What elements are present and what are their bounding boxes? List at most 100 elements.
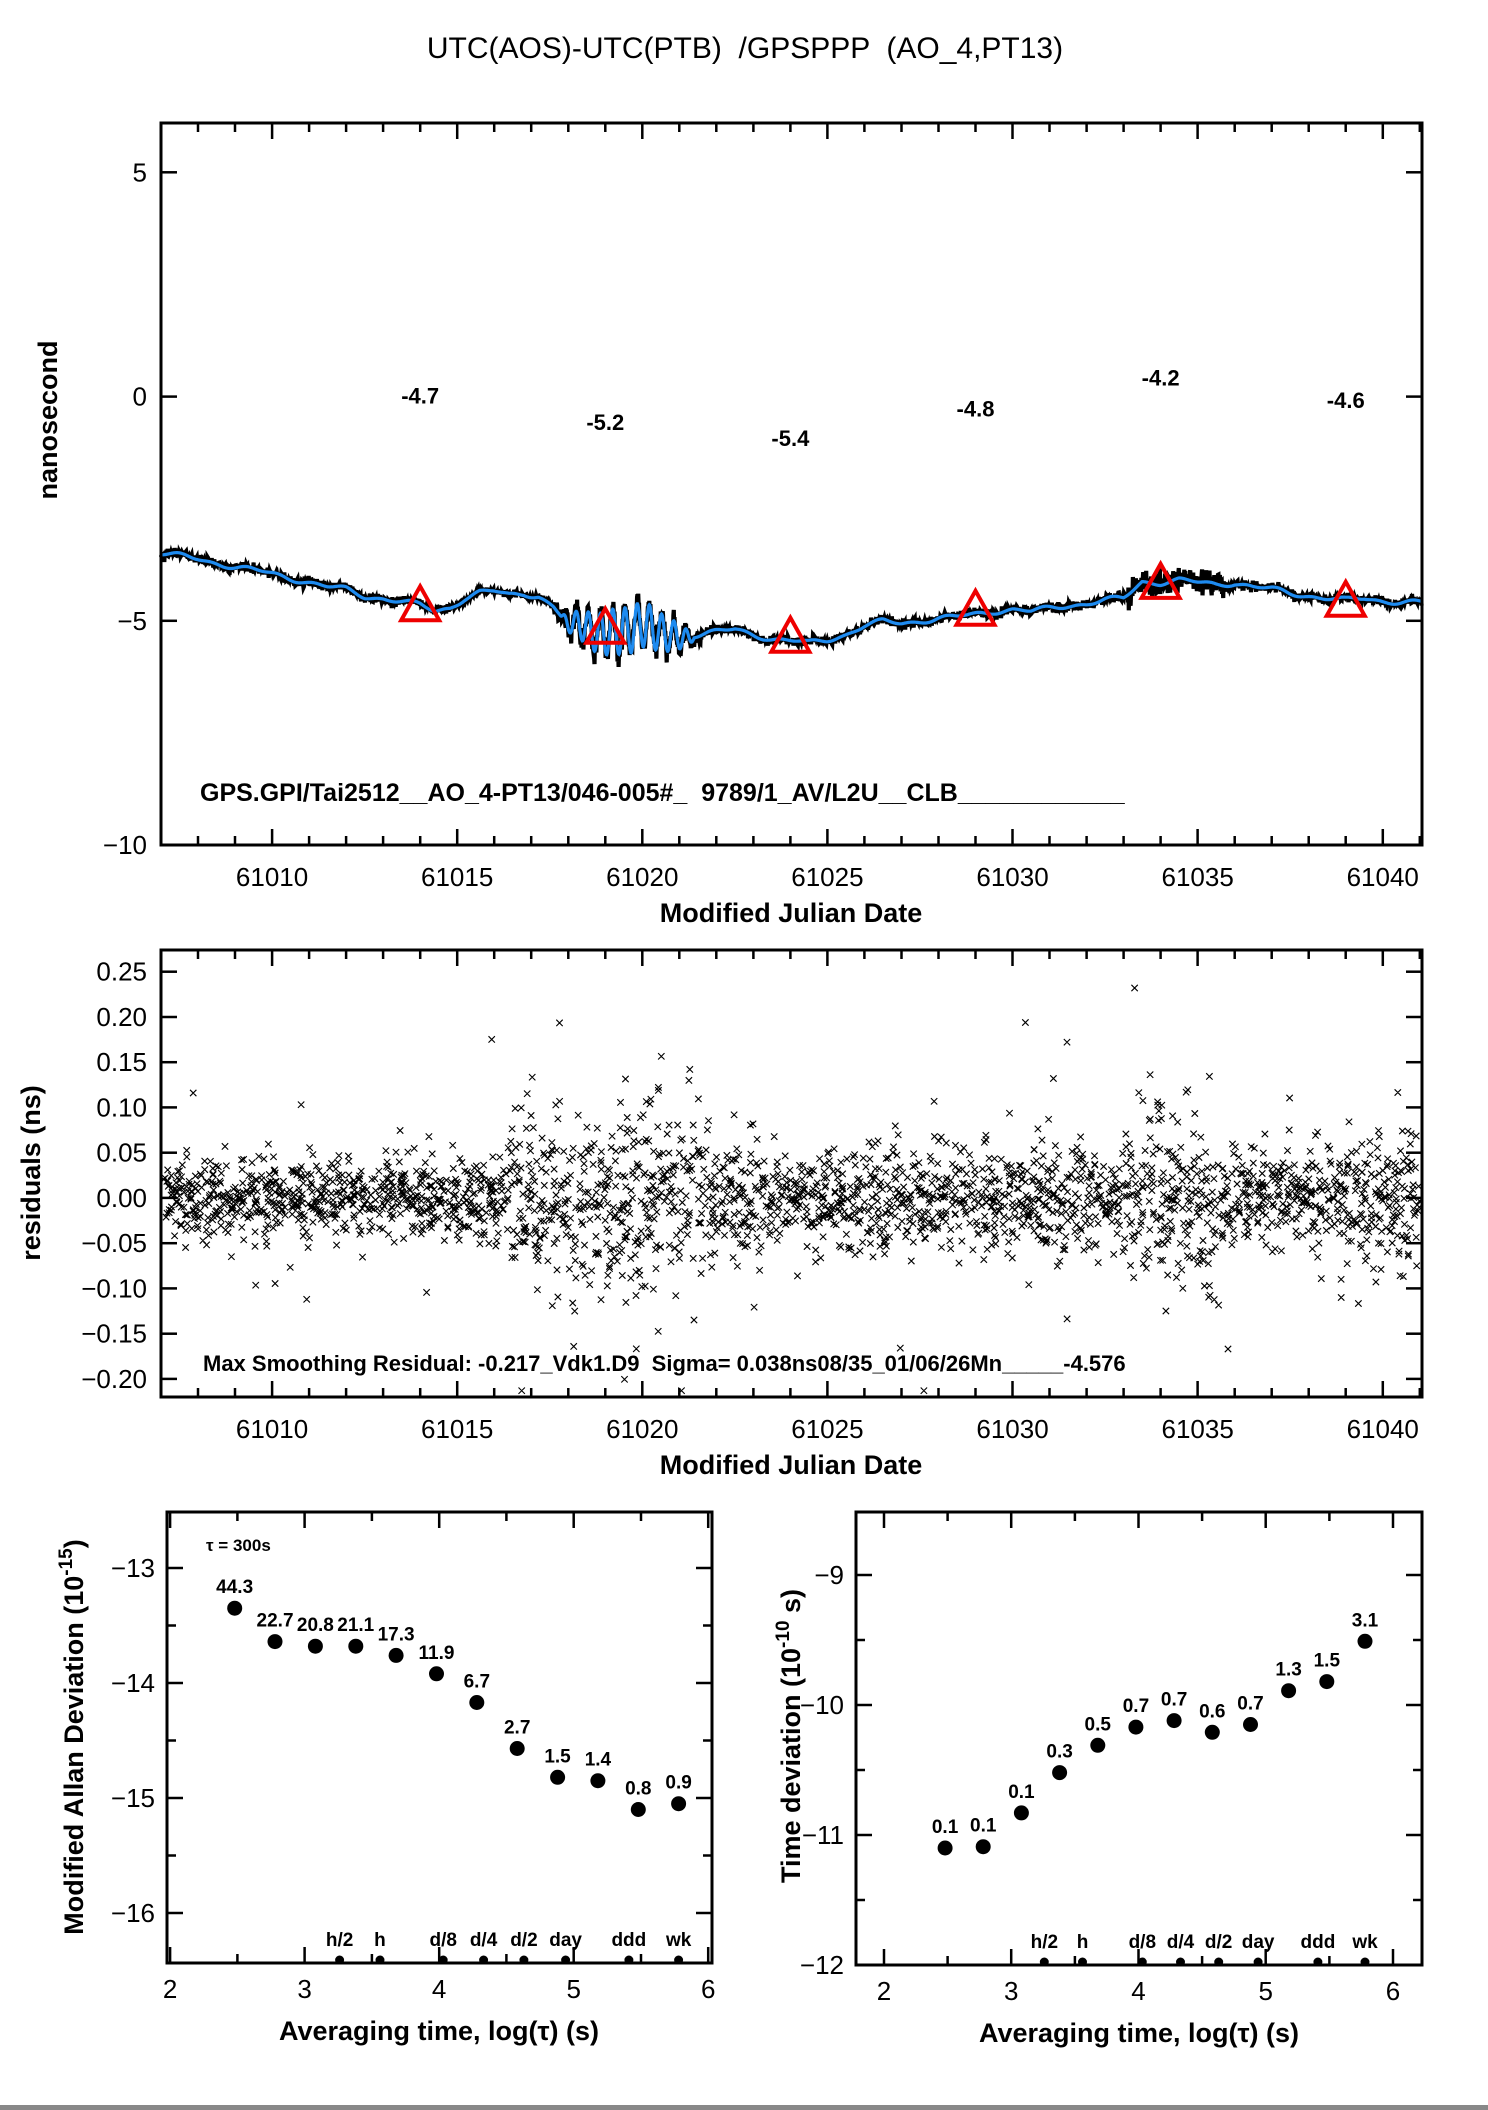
point-value-label: 6.7 — [464, 1672, 490, 1693]
x-tick-label: 6 — [1386, 1976, 1400, 2006]
tdev-point — [975, 1839, 991, 1855]
tau-annotation: τ = 300s — [206, 1536, 271, 1555]
calibration-marker-triangle — [953, 586, 998, 627]
mdev-point — [630, 1802, 646, 1817]
tau-mark-label: d/2 — [510, 1930, 537, 1951]
mdev-point — [469, 1695, 485, 1710]
tdev-point — [1166, 1713, 1182, 1729]
mdev-point — [671, 1796, 687, 1812]
y-tick-label: −12 — [800, 1950, 844, 1980]
tdev-point — [1013, 1805, 1029, 1821]
tau-mark-label: h/2 — [326, 1930, 353, 1951]
x-tick-label: 3 — [1004, 1976, 1018, 2006]
plot-frame — [159, 948, 1424, 1399]
point-value-label: 0.1 — [1008, 1782, 1035, 1803]
y-tick-label: −0.20 — [81, 1364, 147, 1394]
x-tick-label: 2 — [163, 1974, 177, 2004]
panel-utc-difference: -4.7 -5.2 -5.4 -4.8 -4.2 -4.6 61010 61015 61020 6… — [33, 121, 1424, 928]
y-tick-label: −15 — [111, 1783, 155, 1813]
calibration-marker-triangle — [1138, 559, 1184, 600]
offset-value-label: -4.6 — [1327, 388, 1365, 413]
y-tick-label: 0.20 — [96, 1002, 147, 1032]
tdev-point — [1052, 1765, 1068, 1781]
tau-mark-label: d/8 — [429, 1930, 456, 1951]
tau-mark-label: ddd — [611, 1930, 646, 1951]
residual-scatter — [159, 984, 1424, 1395]
calibration-marker-triangle — [582, 604, 628, 645]
y-tick-label: −10 — [103, 830, 147, 860]
point-value-label: 17.3 — [378, 1624, 415, 1645]
plot-frame — [854, 1510, 1424, 1967]
tdev-point — [1204, 1724, 1220, 1740]
mdev-point — [348, 1638, 364, 1654]
residuals-y-axis-label: residuals (ns) — [16, 1085, 46, 1261]
point-value-label: 0.7 — [1237, 1694, 1263, 1715]
x-tick-label: 61010 — [236, 862, 308, 892]
mdev-point — [388, 1647, 404, 1663]
y-tick-label: −13 — [111, 1553, 155, 1583]
tau-mark-label: d/8 — [1129, 1932, 1156, 1953]
mdev-point — [429, 1666, 444, 1682]
tau-mark-label: h — [1077, 1932, 1089, 1953]
top-y-axis-label: nanosecond — [33, 340, 63, 499]
tdev-point — [1090, 1737, 1106, 1753]
raw-trace — [158, 544, 1424, 668]
point-value-label: 0.5 — [1085, 1714, 1112, 1735]
deviation-panel-dynamic: 44.322.7 20.8 21.1 17.311.9 6.7 2.7 1.5 1.4 0.8 0… — [111, 1510, 715, 2004]
tau-mark-label: day — [549, 1930, 582, 1951]
residuals-x-axis-label: Modified Julian Date — [660, 1450, 923, 1480]
mdev-point — [307, 1638, 323, 1654]
mdev-point — [509, 1741, 525, 1756]
point-value-label: 0.1 — [932, 1817, 959, 1838]
y-tick-label: 0.05 — [96, 1138, 147, 1168]
y-tick-label: 0.00 — [96, 1183, 147, 1213]
x-tick-label: 61035 — [1161, 1414, 1233, 1444]
y-tick-label: −9 — [814, 1560, 844, 1590]
point-value-label: 20.8 — [297, 1615, 334, 1636]
tau-mark-label: d/4 — [470, 1930, 498, 1951]
x-tick-label: 5 — [1259, 1976, 1273, 2006]
point-value-label: 2.7 — [504, 1718, 530, 1739]
plot-frame — [159, 121, 1424, 847]
offset-value-label: -5.2 — [586, 410, 624, 435]
tdev-y-axis-label: Time deviation (10-10 s) — [773, 1589, 806, 1883]
mdev-x-axis-label: Averaging time, log(τ) (s) — [279, 2016, 599, 2046]
y-tick-label: −0.05 — [81, 1228, 147, 1258]
x-tick-label: 61025 — [791, 1414, 863, 1444]
point-value-label: 0.8 — [625, 1778, 651, 1799]
tau-mark-label: ddd — [1300, 1932, 1335, 1953]
offset-value-label: -4.7 — [401, 383, 439, 408]
x-tick-label: 61015 — [421, 1414, 493, 1444]
mdev-point — [590, 1773, 606, 1789]
point-value-label: 0.9 — [665, 1773, 691, 1794]
x-tick-label: 61025 — [791, 862, 863, 892]
tau-mark-label: h — [374, 1930, 386, 1951]
x-tick-label: 61015 — [421, 862, 493, 892]
top-x-axis-label: Modified Julian Date — [660, 898, 923, 928]
x-tick-label: 4 — [1131, 1976, 1145, 2006]
x-tick-label: 5 — [566, 1974, 580, 2004]
x-tick-label: 6 — [701, 1974, 715, 2004]
y-tick-label: −0.10 — [81, 1273, 147, 1303]
y-tick-label: 0.10 — [96, 1092, 147, 1122]
x-tick-label: 4 — [432, 1974, 446, 2004]
point-value-label: 44.3 — [216, 1577, 253, 1598]
tau-mark-label: wk — [1351, 1932, 1378, 1953]
tau-mark-label: d/2 — [1205, 1932, 1232, 1953]
x-tick-label: 2 — [877, 1976, 891, 2006]
smoothed-trace — [161, 551, 1423, 657]
x-tick-label: 61010 — [236, 1414, 308, 1444]
point-value-label: 1.5 — [544, 1746, 571, 1767]
point-value-label: 0.7 — [1123, 1696, 1149, 1717]
y-tick-label: −10 — [800, 1690, 844, 1720]
y-tick-label: 0.25 — [96, 957, 147, 987]
x-tick-label: 61030 — [976, 1414, 1048, 1444]
y-tick-label: −16 — [111, 1898, 155, 1928]
y-tick-label: 0 — [133, 382, 147, 412]
max-smoothing-residual-annotation: Max Smoothing Residual: -0.217_Vdk1.D9 S… — [203, 1351, 1126, 1376]
x-tick-label: 61035 — [1161, 862, 1233, 892]
panel-time-deviation: 0.1 0.1 0.1 0.3 0.5 0.7 0.7 0.6 0.7 1.3 1.5 3.1 h/2 h… — [773, 1510, 1424, 2048]
point-value-label: 11.9 — [419, 1643, 455, 1664]
tdev-point — [1357, 1633, 1373, 1649]
y-tick-label: −11 — [802, 1820, 844, 1850]
